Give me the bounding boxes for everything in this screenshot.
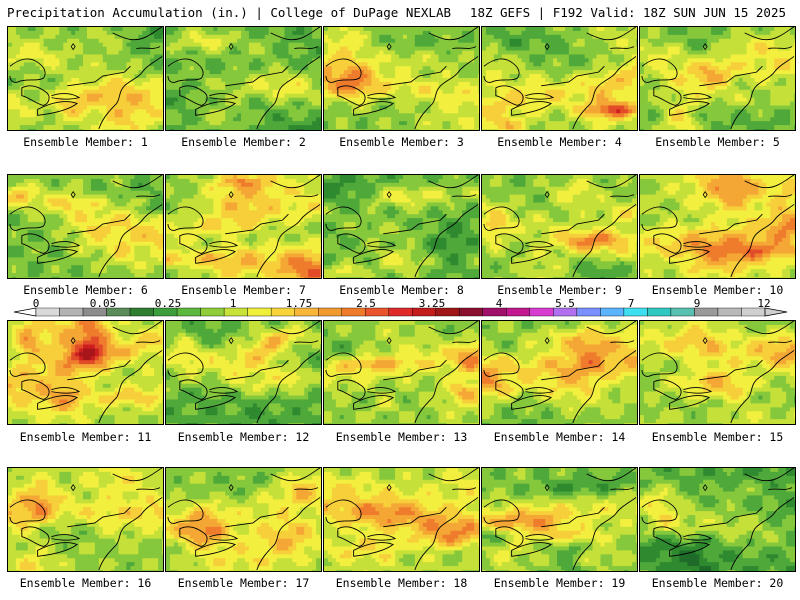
ensemble-map-3 [323, 26, 480, 131]
colorbar-segment [35, 307, 60, 317]
precipitation-colorbar [13, 307, 788, 317]
colorbar-tick: 4 [496, 297, 503, 310]
colorbar-segment [529, 307, 554, 317]
colorbar-segment [388, 307, 413, 317]
ensemble-member-label: Ensemble Member: 18 [323, 576, 480, 590]
ensemble-map-5 [639, 26, 796, 131]
colorbar-segment [482, 307, 507, 317]
precipitation-field [8, 27, 163, 130]
ensemble-member-label: Ensemble Member: 6 [7, 283, 164, 297]
ensemble-map-18 [323, 467, 480, 572]
precipitation-field [482, 321, 637, 424]
ensemble-map-10 [639, 174, 796, 279]
colorbar-segment [506, 307, 531, 317]
colorbar-tick: 12 [757, 297, 770, 310]
ensemble-member-label: Ensemble Member: 17 [165, 576, 322, 590]
ensemble-map-16 [7, 467, 164, 572]
colorbar-segment [317, 307, 342, 317]
ensemble-member-label: Ensemble Member: 20 [639, 576, 796, 590]
ensemble-member-label: Ensemble Member: 1 [7, 135, 164, 149]
precipitation-field [640, 27, 795, 130]
colorbar-tick: 0.25 [155, 297, 182, 310]
ensemble-map-8 [323, 174, 480, 279]
precipitation-field [324, 27, 479, 130]
colorbar-segment [59, 307, 84, 317]
colorbar-tick: 7 [628, 297, 635, 310]
precipitation-field [482, 175, 637, 278]
ensemble-map-14 [481, 320, 638, 425]
ensemble-map-6 [7, 174, 164, 279]
ensemble-member-label: Ensemble Member: 11 [7, 430, 164, 444]
colorbar-segment [600, 307, 625, 317]
ensemble-member-label: Ensemble Member: 7 [165, 283, 322, 297]
ensemble-map-19 [481, 467, 638, 572]
ensemble-member-label: Ensemble Member: 10 [639, 283, 796, 297]
ensemble-member-label: Ensemble Member: 15 [639, 430, 796, 444]
precipitation-field [640, 321, 795, 424]
ensemble-member-label: Ensemble Member: 2 [165, 135, 322, 149]
colorbar-tick: 5.5 [555, 297, 575, 310]
colorbar-tick: 3.25 [419, 297, 446, 310]
ensemble-map-1 [7, 26, 164, 131]
ensemble-map-11 [7, 320, 164, 425]
ensemble-member-label: Ensemble Member: 14 [481, 430, 638, 444]
ensemble-map-2 [165, 26, 322, 131]
ensemble-map-9 [481, 174, 638, 279]
precipitation-field [640, 468, 795, 571]
precipitation-field [166, 27, 321, 130]
ensemble-member-label: Ensemble Member: 4 [481, 135, 638, 149]
precipitation-field [482, 468, 637, 571]
ensemble-member-label: Ensemble Member: 5 [639, 135, 796, 149]
colorbar-segment [247, 307, 272, 317]
colorbar-segment [670, 307, 695, 317]
precipitation-field [324, 321, 479, 424]
precipitation-field [640, 175, 795, 278]
colorbar-tick: 2.5 [356, 297, 376, 310]
ensemble-map-4 [481, 26, 638, 131]
precipitation-field [324, 468, 479, 571]
precipitation-field [166, 321, 321, 424]
ensemble-member-label: Ensemble Member: 9 [481, 283, 638, 297]
colorbar-max-arrow [764, 307, 788, 317]
precipitation-field [324, 175, 479, 278]
precipitation-field [8, 468, 163, 571]
ensemble-member-label: Ensemble Member: 3 [323, 135, 480, 149]
precipitation-field [166, 175, 321, 278]
ensemble-map-15 [639, 320, 796, 425]
colorbar-segment [459, 307, 484, 317]
precipitation-field [8, 175, 163, 278]
ensemble-member-label: Ensemble Member: 8 [323, 283, 480, 297]
ensemble-member-label: Ensemble Member: 16 [7, 576, 164, 590]
ensemble-map-20 [639, 467, 796, 572]
ensemble-member-label: Ensemble Member: 12 [165, 430, 322, 444]
colorbar-segment [200, 307, 225, 317]
ensemble-member-label: Ensemble Member: 19 [481, 576, 638, 590]
header-title: Precipitation Accumulation (in.) | Colle… [7, 5, 451, 20]
header-valid-time: 18Z GEFS | F192 Valid: 18Z SUN JUN 15 20… [470, 5, 786, 20]
ensemble-member-label: Ensemble Member: 13 [323, 430, 480, 444]
colorbar-segment [129, 307, 154, 317]
precipitation-field [166, 468, 321, 571]
ensemble-map-17 [165, 467, 322, 572]
colorbar-tick: 1 [230, 297, 237, 310]
colorbar-segment [576, 307, 601, 317]
colorbar-tick: 1.75 [286, 297, 313, 310]
precipitation-field [8, 321, 163, 424]
colorbar-segment [717, 307, 742, 317]
ensemble-map-12 [165, 320, 322, 425]
ensemble-map-13 [323, 320, 480, 425]
colorbar-tick: 0 [33, 297, 40, 310]
ensemble-map-7 [165, 174, 322, 279]
colorbar-segment [647, 307, 672, 317]
colorbar-tick: 0.05 [90, 297, 117, 310]
precipitation-field [482, 27, 637, 130]
colorbar-tick: 9 [694, 297, 701, 310]
